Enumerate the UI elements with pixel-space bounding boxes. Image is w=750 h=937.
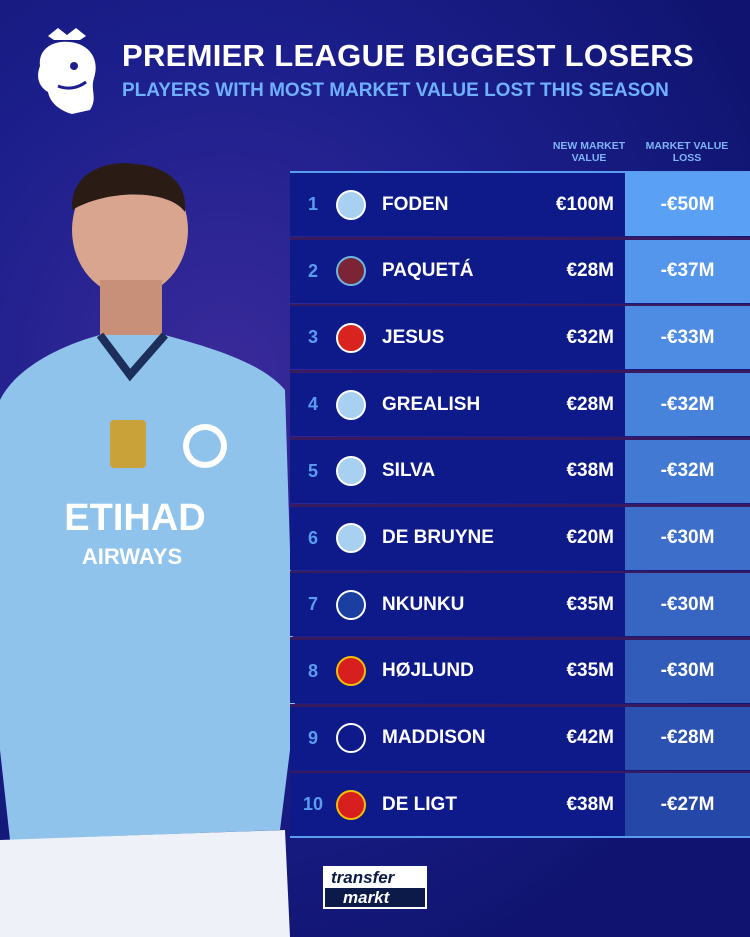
club-crest-icon — [336, 589, 366, 620]
new-market-value: €38M — [566, 460, 614, 482]
row-divider — [290, 370, 750, 374]
rank: 2 — [307, 260, 318, 281]
premier-league-lion-logo — [38, 28, 96, 115]
market-value-loss: -€30M — [625, 506, 750, 570]
shirt-sponsor: ETIHAD — [64, 497, 205, 539]
table-row: 8 HØJLUND €35M -€30M — [290, 639, 750, 707]
rank: 6 — [307, 527, 318, 548]
rank: 10 — [302, 794, 324, 815]
row-divider — [290, 637, 750, 641]
player-name: HØJLUND — [382, 660, 474, 682]
rank: 7 — [307, 594, 318, 615]
club-crest-icon — [336, 389, 366, 420]
shirt-sponsor-2: AIRWAYS — [82, 544, 182, 569]
column-header-loss: MARKET VALUE LOSS — [645, 140, 729, 164]
new-market-value: €42M — [566, 727, 614, 749]
rank: 1 — [307, 194, 318, 214]
new-market-value: €38M — [566, 793, 614, 815]
market-value-loss: -€28M — [625, 706, 750, 770]
page-title: PREMIER LEAGUE BIGGEST LOSERS — [122, 38, 694, 73]
rank: 4 — [307, 394, 318, 415]
table-row: 5 SILVA €38M -€32M — [290, 439, 750, 507]
table-row: 6 DE BRUYNE €20M -€30M — [290, 506, 750, 574]
row-divider — [290, 770, 750, 774]
new-market-value: €35M — [566, 660, 614, 682]
new-market-value: €20M — [566, 527, 614, 548]
table-row: 3 JESUS €32M -€33M — [290, 306, 750, 374]
club-crest-icon — [336, 456, 366, 487]
market-value-loss: -€33M — [625, 306, 750, 370]
table-row: 1 FODEN €100M -€50M — [290, 173, 750, 240]
page-subtitle: PLAYERS WITH MOST MARKET VALUE LOST THIS… — [122, 80, 669, 101]
table-row: 9 MADDISON €42M -€28M — [290, 706, 750, 774]
club-crest-icon — [336, 189, 366, 220]
club-crest-icon — [336, 789, 366, 820]
rank: 5 — [307, 460, 318, 481]
row-divider — [290, 437, 750, 441]
market-value-loss: -€32M — [625, 439, 750, 503]
rank: 9 — [307, 727, 318, 748]
club-crest-icon — [336, 322, 366, 353]
row-divider — [290, 570, 750, 574]
new-market-value: €28M — [566, 260, 614, 282]
club-crest-icon — [336, 723, 366, 754]
player-name: SILVA — [382, 460, 436, 482]
new-market-value: €32M — [566, 326, 614, 348]
player-name: NKUNKU — [382, 593, 465, 615]
brand-line1: transfer — [325, 868, 425, 888]
club-crest-icon — [336, 656, 366, 687]
player-photo: ETIHAD AIRWAYS — [0, 163, 295, 937]
market-value-loss: -€32M — [625, 373, 750, 437]
player-name: FODEN — [382, 193, 449, 215]
brand-line2: markt — [343, 888, 390, 907]
player-name: MADDISON — [382, 727, 486, 749]
row-divider — [290, 703, 750, 707]
row-divider — [290, 237, 750, 240]
row-divider — [290, 503, 750, 507]
column-header-new-value: NEW MARKET VALUE — [552, 140, 626, 164]
market-value-loss: -€37M — [625, 239, 750, 303]
player-name: PAQUETÁ — [382, 260, 474, 282]
market-value-loss: -€27M — [625, 773, 750, 837]
row-divider — [290, 303, 750, 307]
market-value-loss: -€30M — [625, 573, 750, 637]
table-row: 10 DE LIGT €38M -€27M — [290, 773, 750, 837]
new-market-value: €35M — [566, 593, 614, 615]
table-row: 7 NKUNKU €35M -€30M — [290, 573, 750, 641]
club-crest-icon — [336, 256, 366, 287]
club-crest-icon — [336, 523, 366, 553]
table-row: 4 GREALISH €28M -€32M — [290, 373, 750, 441]
rank: 8 — [307, 660, 318, 681]
player-name: DE LIGT — [382, 793, 457, 815]
new-market-value: €100M — [555, 193, 614, 215]
market-value-loss: -€30M — [625, 639, 750, 703]
table-row: 2 PAQUETÁ €28M -€37M — [290, 239, 750, 307]
player-name: DE BRUYNE — [382, 527, 494, 548]
player-name: GREALISH — [382, 393, 481, 415]
market-value-loss: -€50M — [625, 173, 750, 236]
player-name: JESUS — [382, 326, 445, 348]
transfermarkt-logo: transfer markt — [323, 866, 427, 909]
rank: 3 — [307, 327, 318, 348]
rankings-table: 1 FODEN €100M -€50M 2 PAQUETÁ €28M -€37M… — [290, 171, 750, 838]
new-market-value: €28M — [566, 393, 614, 415]
